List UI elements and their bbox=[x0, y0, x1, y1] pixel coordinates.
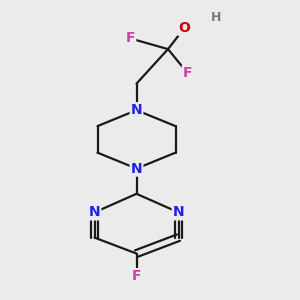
Text: O: O bbox=[178, 21, 190, 35]
Text: N: N bbox=[173, 206, 184, 219]
Text: N: N bbox=[131, 103, 142, 117]
Text: F: F bbox=[183, 66, 192, 80]
Text: N: N bbox=[89, 206, 100, 219]
Text: N: N bbox=[131, 162, 142, 176]
Text: F: F bbox=[126, 32, 135, 46]
Text: F: F bbox=[132, 269, 141, 283]
Text: H: H bbox=[211, 11, 221, 24]
